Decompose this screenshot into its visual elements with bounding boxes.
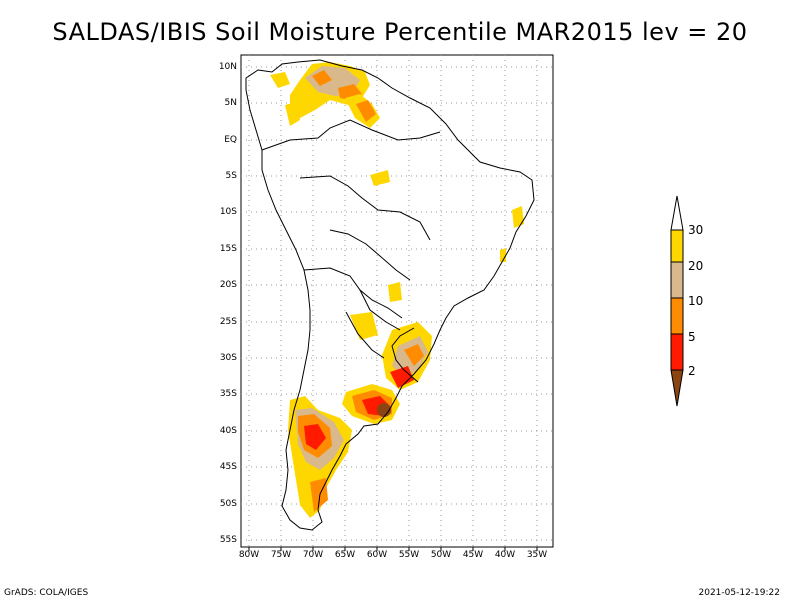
- colorbar-top-triangle: [670, 195, 684, 231]
- lat-label: 20S: [219, 280, 237, 290]
- colorbar-label: 10: [688, 294, 704, 308]
- colorbar-swatch-20-30: [670, 229, 684, 263]
- map-title: SALDAS/IBIS Soil Moisture Percentile MAR…: [52, 18, 748, 46]
- lat-label: 10S: [219, 207, 237, 217]
- lat-label: 50S: [219, 499, 237, 509]
- axis-ticks: [248, 547, 538, 551]
- lat-label: 45S: [219, 462, 237, 472]
- colorbar-label: 2: [688, 364, 696, 378]
- lat-label: 30S: [219, 353, 237, 363]
- lon-label: 50W: [430, 550, 452, 560]
- lon-label: 70W: [302, 550, 324, 560]
- lon-label: 80W: [238, 550, 260, 560]
- gridlines: [241, 55, 553, 547]
- lon-label: 35W: [526, 550, 548, 560]
- lat-label: 10N: [218, 62, 237, 72]
- percentile-shading: [270, 62, 524, 518]
- colorbar-swatch-10-20: [670, 261, 684, 299]
- lon-label: 65W: [334, 550, 356, 560]
- lat-label: 5S: [225, 171, 237, 181]
- colorbar: [670, 195, 684, 407]
- lon-label: 75W: [270, 550, 292, 560]
- lon-label: 60W: [366, 550, 388, 560]
- plot-frame: [240, 54, 554, 548]
- colorbar-swatch-2-5: [670, 333, 684, 371]
- lat-label: EQ: [224, 135, 237, 145]
- lat-label: 55S: [219, 535, 237, 545]
- footer-credit: GrADS: COLA/IGES: [4, 588, 89, 598]
- lat-label: 35S: [219, 389, 237, 399]
- lat-label: 40S: [219, 426, 237, 436]
- colorbar-bottom-triangle: [670, 369, 684, 407]
- coastlines-and-borders: [245, 59, 535, 531]
- colorbar-label: 20: [688, 259, 704, 273]
- lat-label: 5N: [224, 98, 237, 108]
- lon-label: 40W: [494, 550, 516, 560]
- lat-label: 25S: [219, 317, 237, 327]
- footer-timestamp: 2021-05-12-19:22: [698, 588, 781, 598]
- lon-label: 45W: [462, 550, 484, 560]
- colorbar-label: 5: [688, 330, 696, 344]
- colorbar-swatch-5-10: [670, 297, 684, 335]
- colorbar-label: 30: [688, 223, 704, 237]
- lat-label: 15S: [219, 244, 237, 254]
- lon-label: 55W: [398, 550, 420, 560]
